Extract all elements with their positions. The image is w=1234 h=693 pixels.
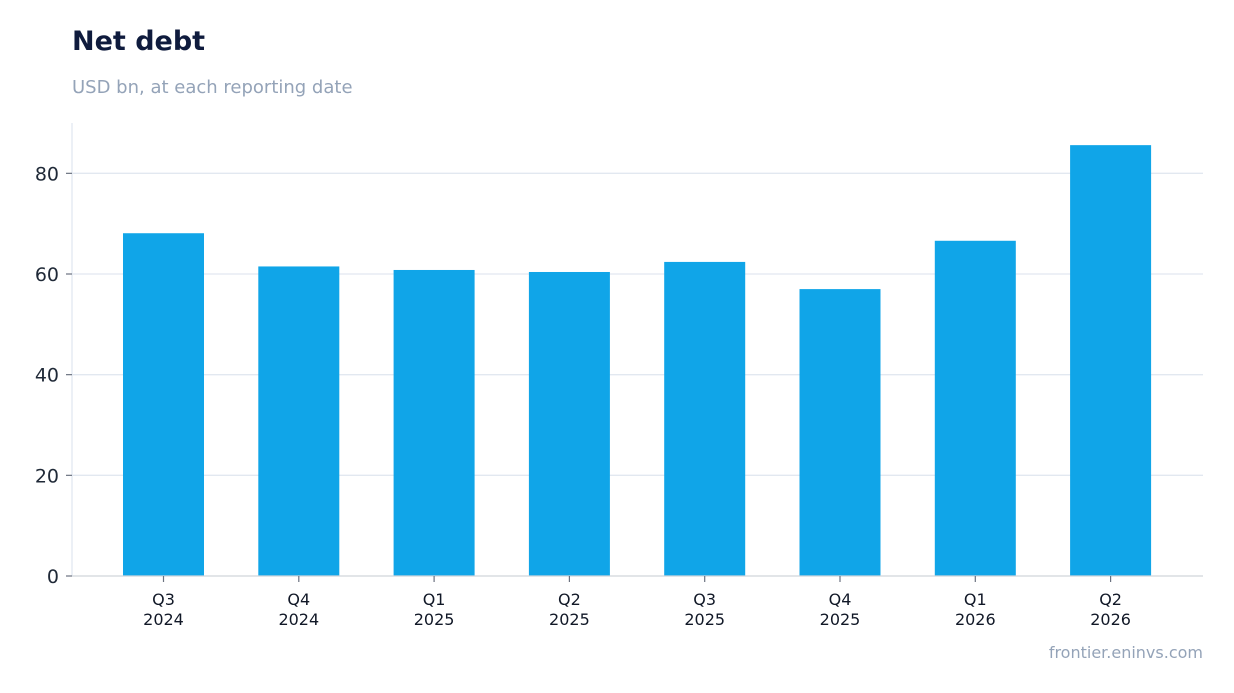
bar xyxy=(393,269,475,576)
bar xyxy=(799,289,881,576)
chart-title: Net debt xyxy=(72,26,206,57)
x-tick-label-year: 2024 xyxy=(278,610,319,629)
bar xyxy=(258,266,340,576)
y-tick-label: 0 xyxy=(47,566,59,588)
x-tick-label-year: 2025 xyxy=(414,610,455,629)
x-tick-label-quarter: Q4 xyxy=(829,590,852,609)
x-tick-label-quarter: Q1 xyxy=(423,590,446,609)
x-tick-label-year: 2025 xyxy=(820,610,861,629)
x-tick-label-quarter: Q1 xyxy=(964,590,987,609)
y-tick-label: 60 xyxy=(35,264,59,286)
y-tick-label: 80 xyxy=(35,163,59,185)
y-tick-label: 20 xyxy=(35,465,59,487)
x-tick-label-year: 2026 xyxy=(955,610,996,629)
x-tick-label-quarter: Q4 xyxy=(287,590,310,609)
bar xyxy=(664,261,746,576)
bars xyxy=(123,145,1152,577)
x-tick-label-quarter: Q2 xyxy=(558,590,581,609)
y-tick-label: 40 xyxy=(35,365,59,387)
y-axis-ticks: 0 20 40 60 80 xyxy=(35,163,72,588)
x-tick-label-year: 2024 xyxy=(143,610,184,629)
x-tick-label-year: 2026 xyxy=(1090,610,1131,629)
grid-lines xyxy=(72,172,1203,476)
bar xyxy=(528,271,610,576)
x-tick-label-year: 2025 xyxy=(549,610,590,629)
bar xyxy=(123,233,204,577)
source-link[interactable]: frontier.eninvs.com xyxy=(1048,643,1203,662)
chart-subtitle: USD bn, at each reporting date xyxy=(72,77,353,98)
x-tick-label-quarter: Q3 xyxy=(152,590,175,609)
x-axis-ticks: Q32024Q42024Q12025Q22025Q32025Q42025Q120… xyxy=(143,576,1131,629)
x-tick-label-year: 2025 xyxy=(684,610,725,629)
bar xyxy=(934,240,1016,576)
x-tick-label-quarter: Q3 xyxy=(693,590,716,609)
bar xyxy=(1070,145,1152,576)
x-tick-label-quarter: Q2 xyxy=(1099,590,1122,609)
axes xyxy=(71,123,1203,577)
